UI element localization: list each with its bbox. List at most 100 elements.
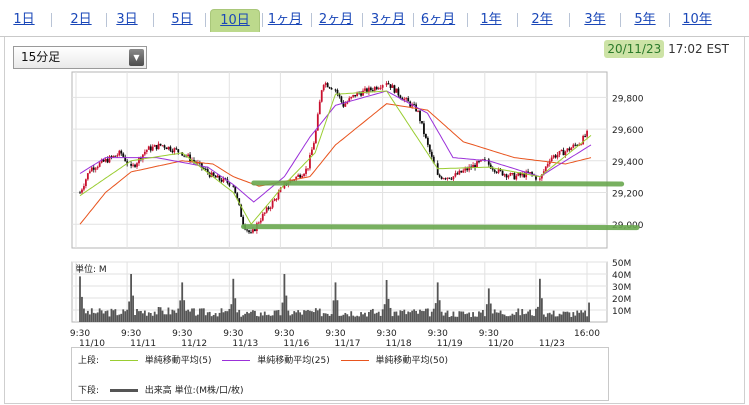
volume-bar	[238, 309, 241, 322]
volume-bar	[248, 313, 250, 322]
tab-3年[interactable]: 3年	[584, 12, 606, 27]
tab-separator	[51, 13, 52, 27]
volume-bar	[421, 310, 423, 322]
volume-bar	[436, 282, 439, 322]
tab-1日[interactable]: 1日	[13, 12, 35, 27]
volume-bar	[244, 313, 246, 322]
volume-bar	[155, 314, 158, 322]
price-candle	[419, 110, 421, 122]
price-candle	[177, 149, 180, 153]
volume-bar	[580, 310, 583, 322]
x-tick-date: 11/23	[539, 339, 565, 349]
tab-separator	[467, 13, 468, 27]
volume-bar	[456, 316, 459, 322]
volume-bar	[124, 311, 127, 322]
volume-bar	[226, 311, 229, 322]
tab-5年[interactable]: 5年	[634, 12, 656, 27]
price-candle	[114, 155, 117, 157]
volume-bar	[285, 295, 288, 322]
price-candle	[234, 186, 237, 194]
volume-bar	[373, 313, 376, 322]
price-candle	[568, 148, 571, 151]
volume-bar	[263, 311, 266, 322]
tab-2年[interactable]: 2年	[531, 12, 553, 27]
volume-bar	[405, 314, 408, 322]
volume-bar	[560, 314, 563, 322]
volume-bar	[132, 295, 134, 322]
price-candle	[232, 185, 235, 187]
price-candle	[430, 151, 433, 157]
price-candle	[269, 207, 272, 209]
volume-bar	[273, 310, 276, 322]
volume-bar	[311, 311, 313, 322]
tab-10年[interactable]: 10年	[682, 12, 712, 27]
volume-bar	[293, 311, 296, 322]
legend-upper: 上段: 単純移動平均(5) 単純移動平均(25) 単純移動平均(50)	[78, 353, 448, 366]
tab-3日[interactable]: 3日	[116, 12, 138, 27]
annotation-line	[241, 224, 640, 231]
volume-bar	[140, 310, 142, 322]
price-candle	[240, 204, 243, 217]
volume-bar	[234, 298, 237, 322]
tab-1年[interactable]: 1年	[480, 12, 502, 27]
volume-bar	[415, 310, 417, 322]
legend-ma5-label: 単純移動平均(5)	[144, 356, 212, 366]
price-candle	[301, 175, 303, 178]
volume-bar	[425, 308, 427, 322]
volume-bar	[364, 312, 366, 322]
price-candle	[356, 92, 359, 97]
price-candle	[397, 88, 400, 96]
price-candle	[348, 98, 351, 102]
volume-bar	[291, 314, 294, 322]
volume-bar	[206, 312, 209, 322]
price-candle	[515, 175, 518, 180]
volume-bar	[466, 313, 469, 322]
price-candle	[531, 172, 533, 175]
price-candle	[159, 143, 162, 146]
volume-bar	[582, 312, 585, 322]
volume-y-tick: 30M	[612, 283, 631, 293]
price-candle	[326, 83, 329, 88]
volume-bar	[228, 308, 231, 322]
volume-bar	[448, 316, 451, 322]
tab-3ヶ月[interactable]: 3ヶ月	[370, 12, 406, 27]
price-candle	[96, 166, 99, 169]
chevron-down-icon[interactable]: ▼	[129, 49, 144, 66]
volume-bar	[297, 310, 300, 322]
volume-bar	[574, 315, 577, 322]
tab-10日[interactable]: 10日	[210, 9, 260, 32]
price-y-tick: 29,800	[612, 94, 644, 104]
volume-bar	[138, 311, 140, 322]
price-candle	[275, 199, 278, 201]
price-candle	[136, 163, 138, 167]
volume-y-tick: 50M	[612, 259, 631, 269]
interval-select[interactable]: 15分足 ▼	[13, 46, 147, 69]
price-candle	[149, 146, 152, 151]
volume-bar	[81, 296, 83, 322]
price-candle	[90, 167, 93, 172]
tab-2日[interactable]: 2日	[70, 12, 92, 27]
volume-bar	[332, 300, 335, 322]
volume-bar	[426, 308, 429, 322]
volume-bar	[104, 311, 107, 322]
tab-6ヶ月[interactable]: 6ヶ月	[420, 12, 456, 27]
price-candle	[354, 94, 357, 97]
volume-bar	[88, 314, 91, 322]
price-candle	[183, 155, 186, 157]
legend-ma25-label: 単純移動平均(25)	[257, 356, 330, 366]
x-tick-time: 9:30	[428, 329, 448, 339]
price-candle	[248, 230, 250, 233]
volume-bar	[419, 309, 421, 322]
tab-5日[interactable]: 5日	[171, 12, 193, 27]
volume-bar	[503, 314, 506, 322]
volume-bar	[348, 316, 351, 322]
price-candle	[261, 213, 264, 221]
tab-1ヶ月[interactable]: 1ヶ月	[267, 12, 303, 27]
price-candle	[511, 173, 514, 175]
tab-2ヶ月[interactable]: 2ヶ月	[318, 12, 354, 27]
volume-bar	[568, 312, 571, 322]
volume-bar	[385, 280, 388, 322]
price-candle	[197, 162, 199, 164]
price-candle	[212, 172, 215, 176]
price-y-tick: 29,400	[612, 158, 644, 168]
